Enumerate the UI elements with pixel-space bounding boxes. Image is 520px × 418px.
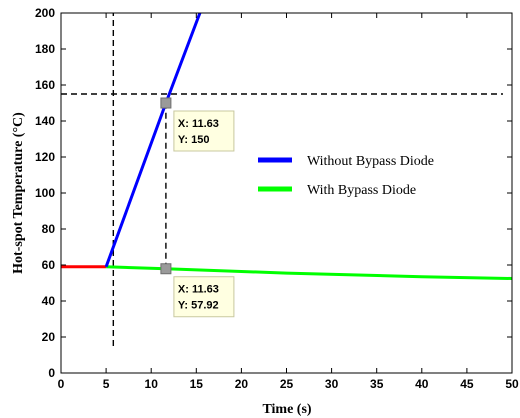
datatip-marker-1 [160,97,172,109]
series-line-3 [106,265,512,280]
y-tick-label: 20 [42,330,56,344]
x-tick-label: 10 [145,377,159,391]
x-tick-label: 5 [103,377,110,391]
datatip-y-text-1: Y: 150 [178,134,210,146]
x-tick-label: 15 [190,377,204,391]
x-tick-label: 30 [325,377,339,391]
y-tick-label: 80 [42,222,56,236]
datatip-markers [160,97,172,275]
y-tick-label: 160 [35,78,55,92]
y-tick-label: 200 [35,6,55,20]
tick-labels: 0 5 10 15 20 25 30 35 40 45 50 0 20 40 60 80 100 120 140 16… [35,6,519,391]
x-tick-label: 0 [58,377,65,391]
x-axis-label: Time (s) [262,402,311,417]
y-tick-label: 40 [42,294,56,308]
datatip-y-text-2: Y: 57.92 [178,300,219,312]
x-tick-label: 25 [280,377,294,391]
y-tick-label: 100 [35,186,55,200]
datatip-x-text-2: X: 11.63 [178,284,219,296]
legend-label-1: Without Bypass Diode [307,154,434,169]
x-tick-label: 35 [370,377,384,391]
plot-frame [60,12,513,374]
datatip-box-2 [173,276,235,318]
series-lines [61,13,512,280]
reference-lines [61,13,503,346]
axes [60,12,513,374]
x-tick-label: 50 [505,377,519,391]
datatip-x-text-1: X: 11.63 [178,118,219,130]
x-tick-label: 20 [235,377,249,391]
y-tick-label: 60 [42,258,56,272]
y-tick-label: 140 [35,114,55,128]
y-axis-label: Hot-spot Temperature (°C) [11,112,26,274]
x-tick-label: 45 [460,377,474,391]
y-tick-label: 120 [35,150,55,164]
datatips: X: 11.63 Y: 150 X: 11.63 Y: 57.92 [173,110,235,318]
datatip-marker-2 [160,263,172,275]
datatip-box-1 [173,110,235,152]
legend: Without Bypass Diode With Bypass Diode [258,154,434,198]
x-tick-label: 40 [415,377,429,391]
y-tick-label: 0 [48,366,55,380]
y-tick-label: 180 [35,42,55,56]
legend-label-2: With Bypass Diode [307,183,416,198]
